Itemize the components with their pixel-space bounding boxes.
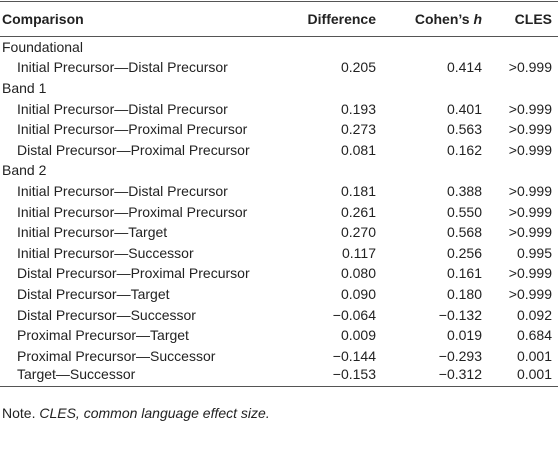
value-cell: 0.180 bbox=[446, 285, 482, 302]
value-cell: >0.999 bbox=[508, 100, 552, 117]
comparison-cell: Distal Precursor—Proximal Precursor bbox=[17, 141, 250, 158]
value-cell: >0.999 bbox=[508, 285, 552, 302]
comparison-cell: Initial Precursor—Successor bbox=[17, 244, 194, 261]
header-cell: Cohen’s h bbox=[376, 2, 482, 37]
data-row: Target—Successor −0.153 −0.312 0.001 bbox=[0, 366, 558, 387]
value-cell: −0.132 bbox=[438, 306, 482, 323]
table-body: Foundational Initial Precursor—Distal Pre… bbox=[0, 37, 558, 387]
data-row: Proximal Precursor—Successor −0.144 −0.293… bbox=[0, 345, 558, 366]
comparison-cell: Initial Precursor—Proximal Precursor bbox=[17, 203, 248, 220]
group-label: Band 2 bbox=[2, 162, 47, 179]
value-cell: 0.019 bbox=[446, 327, 482, 344]
value-cell: 0.995 bbox=[516, 244, 552, 261]
comparison-cell: Distal Precursor—Target bbox=[17, 285, 170, 302]
comparison-cell: Initial Precursor—Distal Precursor bbox=[17, 182, 228, 199]
comparison-cell: Proximal Precursor—Target bbox=[17, 327, 189, 344]
note-prefix: Note. bbox=[2, 405, 36, 422]
value-cell: 0.684 bbox=[516, 327, 552, 344]
value-cell: 0.080 bbox=[340, 265, 376, 282]
value-cell: >0.999 bbox=[508, 265, 552, 282]
header-cell: CLES bbox=[514, 11, 552, 27]
header-cell: Difference bbox=[307, 11, 376, 27]
comparison-cell: Distal Precursor—Successor bbox=[17, 306, 196, 323]
value-cell: 0.181 bbox=[340, 182, 376, 199]
data-row: Distal Precursor—Proximal Precursor 0.081… bbox=[0, 139, 558, 160]
value-cell: 0.117 bbox=[342, 244, 376, 261]
data-row: Distal Precursor—Proximal Precursor 0.080… bbox=[0, 263, 558, 284]
value-cell: −0.064 bbox=[332, 306, 376, 323]
value-cell: 0.161 bbox=[446, 265, 482, 282]
value-cell: 0.563 bbox=[446, 121, 482, 138]
group-row: Band 2 bbox=[0, 160, 558, 181]
value-cell: 0.193 bbox=[340, 100, 376, 117]
value-cell: >0.999 bbox=[508, 182, 552, 199]
note-text: CLES, common language effect size. bbox=[39, 405, 270, 422]
comparison-cell: Target—Successor bbox=[17, 366, 136, 383]
value-cell: −0.312 bbox=[438, 366, 482, 383]
value-cell: 0.550 bbox=[446, 203, 482, 220]
comparison-cell: Initial Precursor—Proximal Precursor bbox=[17, 121, 248, 138]
header-text: Cohen’s bbox=[414, 11, 470, 27]
value-cell: 0.162 bbox=[446, 141, 482, 158]
group-label: Foundational bbox=[2, 39, 83, 56]
value-cell: >0.999 bbox=[508, 224, 552, 241]
comparison-cell: Initial Precursor—Distal Precursor bbox=[17, 100, 228, 117]
value-cell: >0.999 bbox=[508, 59, 552, 76]
data-row: Initial Precursor—Successor 0.117 0.256 0.9… bbox=[0, 242, 558, 263]
note: Note. CLES, common language effect size. bbox=[2, 405, 558, 421]
comparison-cell: Initial Precursor—Target bbox=[17, 224, 168, 241]
value-cell: −0.144 bbox=[332, 347, 376, 364]
data-row: Initial Precursor—Proximal Precursor 0.26… bbox=[0, 201, 558, 222]
value-cell: 0.001 bbox=[516, 347, 552, 364]
value-cell: 0.388 bbox=[446, 182, 482, 199]
value-cell: >0.999 bbox=[508, 203, 552, 220]
value-cell: −0.153 bbox=[332, 366, 376, 383]
data-row: Initial Precursor—Distal Precursor 0.181 0… bbox=[0, 181, 558, 202]
header-cell: Comparison bbox=[2, 11, 84, 27]
value-cell: 0.401 bbox=[446, 100, 482, 117]
value-cell: 0.261 bbox=[340, 203, 376, 220]
value-cell: >0.999 bbox=[508, 121, 552, 138]
data-row: Initial Precursor—Distal Precursor 0.193 0… bbox=[0, 98, 558, 119]
data-row: Initial Precursor—Distal Precursor 0.205 0… bbox=[0, 57, 558, 78]
comparison-cell: Initial Precursor—Distal Precursor bbox=[17, 59, 228, 76]
group-row: Band 1 bbox=[0, 78, 558, 99]
results-table: Comparison Difference Cohen’s h CLES Fou… bbox=[0, 1, 558, 387]
value-cell: 0.205 bbox=[340, 59, 376, 76]
comparison-cell: Distal Precursor—Proximal Precursor bbox=[17, 265, 250, 282]
value-cell: 0.270 bbox=[340, 224, 376, 241]
data-row: Proximal Precursor—Target 0.009 0.019 0.684 bbox=[0, 325, 558, 346]
header-text: h bbox=[473, 11, 482, 27]
data-row: Distal Precursor—Target 0.090 0.180 >0.999 bbox=[0, 284, 558, 305]
group-label: Band 1 bbox=[2, 79, 47, 96]
value-cell: 0.273 bbox=[340, 121, 376, 138]
group-row: Foundational bbox=[0, 37, 558, 58]
data-row: Distal Precursor—Successor −0.064 −0.132 0.… bbox=[0, 304, 558, 325]
value-cell: 0.092 bbox=[516, 306, 552, 323]
value-cell: 0.414 bbox=[446, 59, 482, 76]
value-cell: 0.090 bbox=[340, 285, 376, 302]
value-cell: 0.009 bbox=[340, 327, 376, 344]
value-cell: 0.568 bbox=[446, 224, 482, 241]
header-row: Comparison Difference Cohen’s h CLES bbox=[0, 1, 558, 37]
value-cell: 0.001 bbox=[516, 366, 552, 383]
comparison-cell: Proximal Precursor—Successor bbox=[17, 347, 216, 364]
value-cell: −0.293 bbox=[438, 347, 482, 364]
value-cell: 0.256 bbox=[446, 244, 482, 261]
data-row: Initial Precursor—Target 0.270 0.568 >0.999 bbox=[0, 222, 558, 243]
value-cell: >0.999 bbox=[508, 141, 552, 158]
data-row: Initial Precursor—Proximal Precursor 0.27… bbox=[0, 119, 558, 140]
value-cell: 0.081 bbox=[340, 141, 376, 158]
